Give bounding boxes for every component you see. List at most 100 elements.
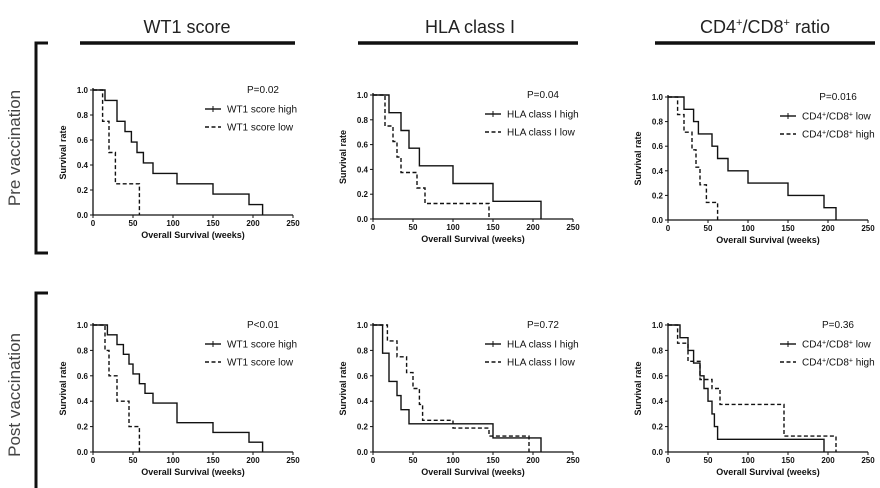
series-line-solid	[373, 94, 542, 219]
x-axis-label: Overall Survival (weeks)	[141, 230, 245, 240]
x-tick-label: 0	[91, 456, 96, 465]
x-axis-label: Overall Survival (weeks)	[141, 467, 245, 477]
y-axis-label: Survival rate	[633, 131, 643, 185]
x-tick-label: 200	[526, 223, 540, 232]
y-tick-label: 0.0	[77, 448, 89, 457]
x-tick-label: 150	[781, 224, 795, 233]
x-tick-label: 50	[704, 456, 713, 465]
y-tick-label: 0.8	[652, 118, 664, 127]
y-tick-label: 0.6	[77, 136, 89, 145]
y-tick-label: 0.2	[652, 423, 664, 432]
y-tick-label: 0.6	[652, 372, 664, 381]
x-tick-label: 0	[666, 224, 671, 233]
x-tick-label: 250	[861, 224, 875, 233]
x-tick-label: 50	[704, 224, 713, 233]
legend-label: HLA class I low	[507, 128, 576, 139]
x-tick-label: 150	[206, 219, 220, 228]
y-tick-label: 0.2	[77, 423, 89, 432]
series-line-dashed	[373, 324, 530, 452]
x-tick-label: 100	[446, 223, 460, 232]
x-tick-label: 150	[486, 456, 500, 465]
legend-label: WT1 score low	[227, 123, 294, 134]
x-tick-label: 0	[666, 456, 671, 465]
y-axis-label: Survival rate	[58, 361, 68, 415]
legend-label: CD4+/CD8+ low	[802, 340, 872, 351]
panel-post-hla: 0 50 100 150 200 250 0.0 0.2 0.4 0.6 0.8 1.0 Overall…	[338, 320, 580, 477]
col-title-hla: HLA class I	[425, 17, 515, 37]
y-tick-label: 0.0	[357, 448, 369, 457]
x-tick-label: 250	[861, 456, 875, 465]
y-tick-label: 0.0	[652, 448, 664, 457]
y-tick-label: 0.2	[357, 423, 369, 432]
p-value: P=0.04	[527, 90, 559, 101]
x-tick-label: 50	[129, 456, 138, 465]
x-tick-label: 100	[446, 456, 460, 465]
legend-label: WT1 score high	[227, 105, 297, 116]
x-tick-label: 100	[741, 224, 755, 233]
y-tick-label: 1.0	[357, 321, 369, 330]
row-labels: Pre vaccination Post vaccination	[5, 41, 48, 488]
p-value: P=0.02	[247, 85, 279, 96]
panel-pre-cd4cd8: 0 50 100 150 200 250 0.0 0.2 0.4 0.6 0.8 1.0 Overall…	[633, 92, 875, 245]
legend-label: CD4+/CD8+ high	[802, 130, 875, 141]
y-axis-label: Survival rate	[338, 130, 348, 184]
series-line-dashed	[668, 96, 719, 220]
panel-post-cd4cd8: 0 50 100 150 200 250 0.0 0.2 0.4 0.6 0.8 1.0 Overall…	[633, 320, 875, 477]
legend-label: CD4+/CD8+ low	[802, 112, 872, 123]
x-tick-label: 100	[166, 456, 180, 465]
x-tick-label: 200	[821, 456, 835, 465]
x-tick-label: 50	[129, 219, 138, 228]
survival-panels: 0 50 100 150 200 250 0.0 0.2 0.4 0.6 0.8 1.0 Overall…	[58, 85, 875, 477]
y-tick-label: 0.2	[652, 191, 664, 200]
y-tick-label: 1.0	[77, 86, 89, 95]
y-tick-label: 0.6	[357, 372, 369, 381]
x-axis-label: Overall Survival (weeks)	[421, 234, 525, 244]
x-tick-label: 50	[409, 223, 418, 232]
y-tick-label: 0.8	[77, 111, 89, 120]
legend-label: HLA class I low	[507, 358, 576, 369]
p-value: P<0.01	[247, 320, 279, 331]
y-tick-label: 0.0	[77, 211, 89, 220]
panel-pre-hla: 0 50 100 150 200 250 0.0 0.2 0.4 0.6 0.8 1.0 Overall…	[338, 90, 580, 244]
x-tick-label: 200	[821, 224, 835, 233]
legend-label: WT1 score low	[227, 358, 294, 369]
y-tick-label: 0.0	[652, 216, 664, 225]
y-axis-label: Survival rate	[338, 361, 348, 415]
x-tick-label: 50	[409, 456, 418, 465]
series-line-solid	[668, 324, 825, 452]
y-axis-label: Survival rate	[633, 361, 643, 415]
x-axis-label: Overall Survival (weeks)	[716, 467, 820, 477]
y-tick-label: 0.8	[357, 346, 369, 355]
x-tick-label: 150	[781, 456, 795, 465]
column-headers: WT1 score HLA class I CD4+/CD8+ ratio	[80, 17, 875, 45]
y-tick-label: 0.4	[652, 397, 664, 406]
p-value: P=0.72	[527, 320, 559, 331]
y-tick-label: 1.0	[77, 321, 89, 330]
panel-post-wt1: 0 50 100 150 200 250 0.0 0.2 0.4 0.6 0.8 1.0 Overall…	[58, 320, 300, 477]
x-tick-label: 250	[566, 223, 580, 232]
x-tick-label: 150	[206, 456, 220, 465]
row-bracket-post	[34, 291, 48, 488]
legend-label: WT1 score high	[227, 340, 297, 351]
legend-label: CD4+/CD8+ high	[802, 358, 875, 369]
y-tick-label: 0.4	[357, 165, 369, 174]
series-line-dashed	[373, 94, 490, 219]
y-tick-label: 0.6	[652, 142, 664, 151]
series-line-solid	[373, 324, 542, 452]
x-tick-label: 250	[286, 219, 300, 228]
panel-pre-wt1: 0 50 100 150 200 250 0.0 0.2 0.4 0.6 0.8 1.0 Overall…	[58, 85, 300, 240]
x-tick-label: 150	[486, 223, 500, 232]
y-tick-label: 0.4	[357, 397, 369, 406]
x-tick-label: 250	[566, 456, 580, 465]
x-tick-label: 200	[246, 219, 260, 228]
col-title-wt1: WT1 score	[143, 17, 230, 37]
series-line-dashed	[93, 324, 141, 452]
y-axis-label: Survival rate	[58, 125, 68, 179]
x-tick-label: 250	[286, 456, 300, 465]
y-tick-label: 0.4	[77, 161, 89, 170]
series-line-solid	[93, 324, 264, 452]
x-tick-label: 0	[91, 219, 96, 228]
p-value: P=0.016	[819, 92, 857, 103]
y-tick-label: 0.6	[357, 141, 369, 150]
